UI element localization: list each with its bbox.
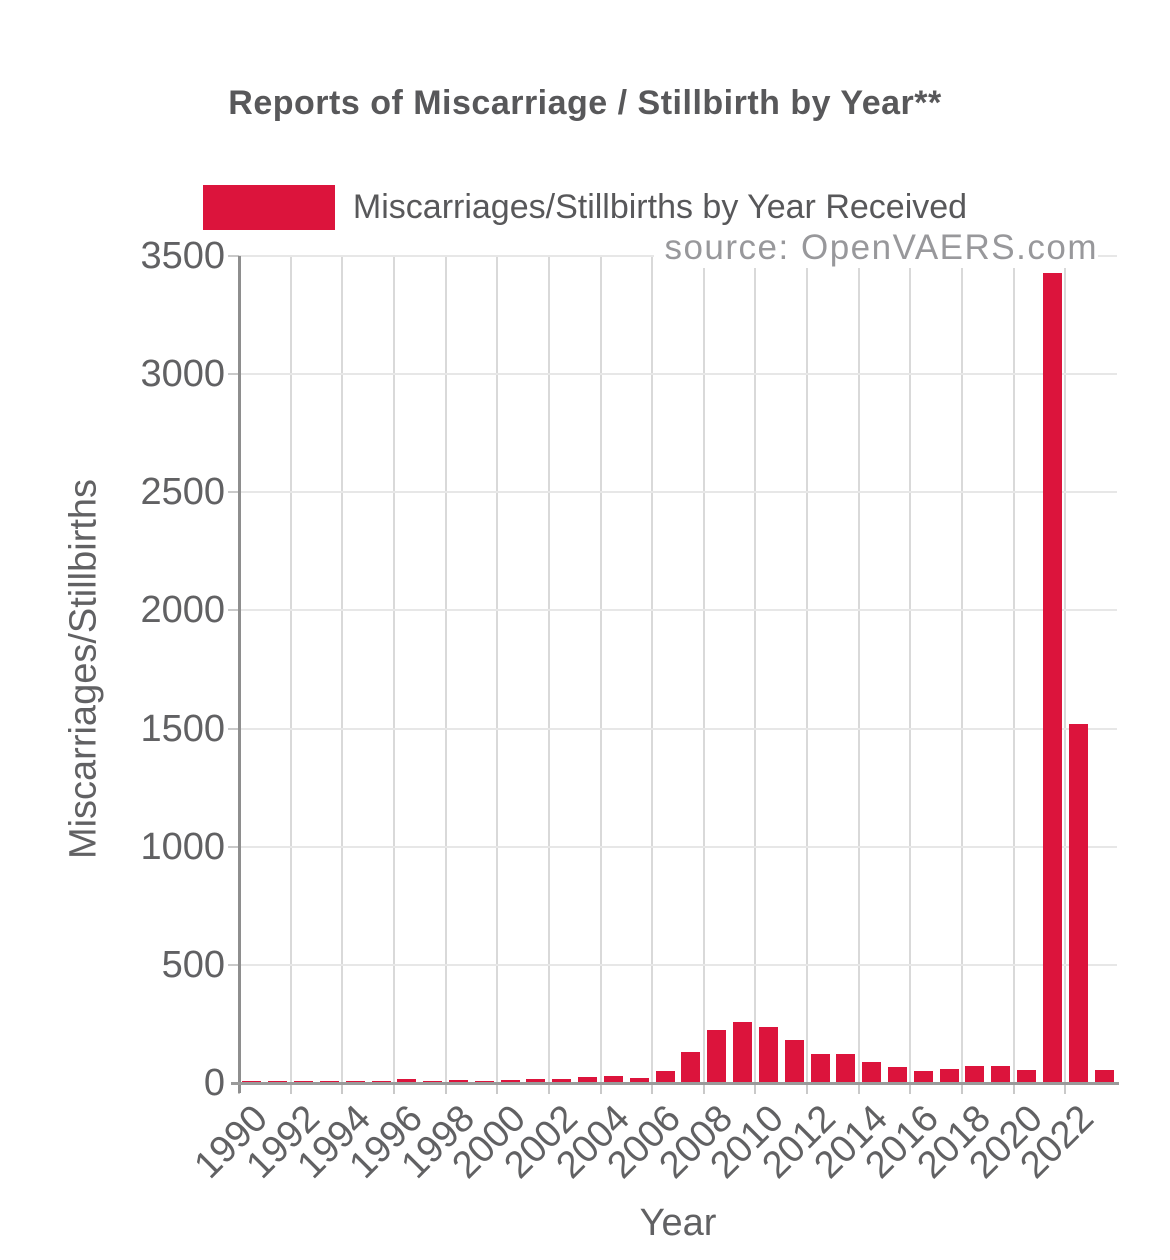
bar-2008[interactable] [707,1029,727,1083]
bar-1996[interactable] [397,1078,417,1083]
gridline-horizontal [239,373,1117,376]
gridline-vertical [392,256,395,1083]
gridline-vertical [754,256,757,1083]
bar-2022[interactable] [1068,723,1088,1083]
source-attribution: source: OpenVAERS.com [654,228,1098,268]
bar-2017[interactable] [939,1068,959,1083]
y-tick-mark [228,255,239,257]
bar-2012[interactable] [810,1054,830,1083]
gridline-vertical [444,256,447,1083]
bar-2001[interactable] [526,1078,546,1083]
legend-label[interactable]: Miscarriages/Stillbirths by Year Receive… [352,188,968,226]
bar-1998[interactable] [449,1080,468,1083]
gridline-vertical [806,256,809,1083]
bar-2014[interactable] [862,1061,882,1083]
bar-1997[interactable] [423,1080,443,1083]
x-tick-mark [496,1085,499,1094]
gridline-vertical [599,256,602,1083]
bar-1993[interactable] [319,1080,339,1083]
bar-2007[interactable] [681,1052,701,1083]
bar-2004[interactable] [603,1076,623,1083]
chart-title: Reports of Miscarriage / Stillbirth by Y… [228,84,942,122]
bar-2003[interactable] [578,1076,598,1083]
bar-2011[interactable] [784,1040,804,1083]
y-tick-mark [228,845,239,848]
y-tick-mark [228,609,239,612]
gridline-horizontal [239,609,1117,612]
bar-1994[interactable] [345,1080,365,1083]
x-tick-mark [754,1085,757,1094]
bar-2016[interactable] [913,1070,933,1083]
gridline-vertical [341,256,344,1083]
x-tick-mark [702,1085,705,1094]
x-tick-mark [806,1085,809,1094]
gridline-vertical [909,256,912,1083]
bar-2019[interactable] [991,1065,1011,1083]
gridline-horizontal [239,727,1117,730]
bar-2013[interactable] [836,1054,856,1083]
bar-2020[interactable] [1017,1069,1037,1083]
bar-2002[interactable] [552,1078,572,1083]
y-tick-mark [228,491,239,494]
x-tick-mark [599,1085,602,1094]
legend[interactable]: Miscarriages/Stillbirths by Year Receive… [0,185,1170,230]
x-tick-mark [1064,1085,1067,1094]
y-tick-label: 0 [203,1062,225,1104]
x-tick-mark [1012,1085,1015,1094]
x-tick-mark [909,1085,912,1094]
x-tick-mark [444,1085,447,1094]
x-axis-title: Year [639,1202,717,1244]
y-tick-label: 3500 [140,235,225,277]
x-tick-mark [547,1085,550,1094]
gridline-vertical [857,256,860,1083]
y-tick-label: 1000 [140,825,225,868]
gridline-horizontal [239,963,1117,966]
bar-2000[interactable] [500,1079,520,1083]
legend-swatch[interactable] [202,185,335,230]
gridline-vertical [961,256,964,1083]
bar-1991[interactable] [268,1080,288,1083]
bar-2023[interactable] [1094,1069,1114,1083]
bar-2009[interactable] [733,1022,753,1083]
y-tick-label: 2500 [140,471,225,514]
bar-2021[interactable] [1042,272,1062,1083]
gridline-vertical [1064,256,1067,1083]
y-tick-label: 1500 [140,707,225,750]
bar-1999[interactable] [474,1080,494,1083]
y-tick-label: 3000 [140,353,225,396]
x-tick-mark [857,1085,860,1094]
bar-1990[interactable] [242,1080,262,1083]
y-tick-mark [228,963,239,966]
gridline-horizontal [239,491,1117,494]
y-tick-mark [228,727,239,730]
gridline-vertical [289,256,292,1083]
x-axis-line [231,1082,1119,1085]
bar-2005[interactable] [629,1078,649,1083]
bar-2018[interactable] [965,1065,985,1083]
bar-1992[interactable] [294,1080,314,1083]
y-tick-mark [228,373,239,376]
gridline-vertical [496,256,499,1083]
x-tick-mark [392,1085,395,1094]
y-axis-line [238,256,241,1093]
bar-2010[interactable] [758,1027,778,1083]
y-tick-label: 500 [161,943,225,986]
x-tick-mark [651,1085,654,1094]
bar-2006[interactable] [655,1071,675,1083]
x-tick-mark [961,1085,964,1094]
gridline-vertical [651,256,654,1083]
y-tick-label: 2000 [140,589,225,632]
gridline-vertical [1012,256,1015,1083]
gridline-horizontal [239,845,1117,848]
gridline-vertical [702,256,705,1083]
bar-1995[interactable] [371,1080,391,1083]
gridline-vertical [547,256,550,1083]
y-axis-title: Miscarriages/Stillbirths [62,478,105,860]
x-tick-mark [341,1085,344,1094]
x-tick-mark [289,1085,292,1094]
bar-2015[interactable] [888,1066,907,1083]
